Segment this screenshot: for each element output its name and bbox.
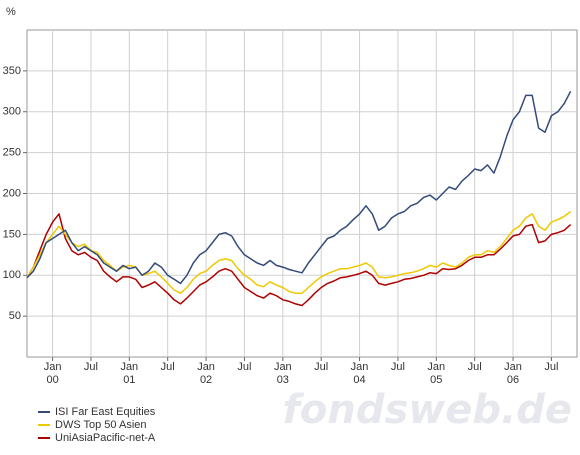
series-line [26,213,572,307]
x-tick-label: Jan [197,361,215,373]
x-tick-label: Jan [427,361,445,373]
legend-label: UniAsiaPacific-net-A [55,432,156,444]
x-tick-year: 00 [46,374,58,386]
y-tick-label: 300 [3,106,21,118]
y-tick-label: 50 [9,310,21,322]
y-unit: % [6,6,16,18]
y-tick-label: 100 [3,269,21,281]
x-tick-label: Jul [84,361,98,373]
x-tick-label: Jul [314,361,328,373]
y-tick-label: 150 [3,228,21,240]
x-tick-year: 02 [200,374,212,386]
legend-label: ISI Far East Equities [55,406,156,418]
x-tick-label: Jan [120,361,138,373]
x-tick-label: Jul [468,361,482,373]
x-tick-label: Jul [237,361,251,373]
x-tick-year: 04 [353,374,365,386]
x-tick-label: Jul [391,361,405,373]
y-tick-label: 350 [3,65,21,77]
x-tick-label: Jul [544,361,558,373]
legend-label: DWS Top 50 Asien [55,419,147,431]
x-tick-label: Jan [44,361,62,373]
y-tick-label: 200 [3,187,21,199]
x-tick-year: 05 [430,374,442,386]
x-tick-year: 01 [123,374,135,386]
watermark: fondsweb.de [283,387,572,433]
x-tick-label: Jan [274,361,292,373]
x-tick-label: Jan [351,361,369,373]
y-tick-label: 250 [3,147,21,159]
x-tick-year: 06 [507,374,519,386]
x-tick-label: Jan [504,361,522,373]
series-line [26,90,572,285]
x-tick-year: 03 [277,374,289,386]
x-tick-label: Jul [161,361,175,373]
